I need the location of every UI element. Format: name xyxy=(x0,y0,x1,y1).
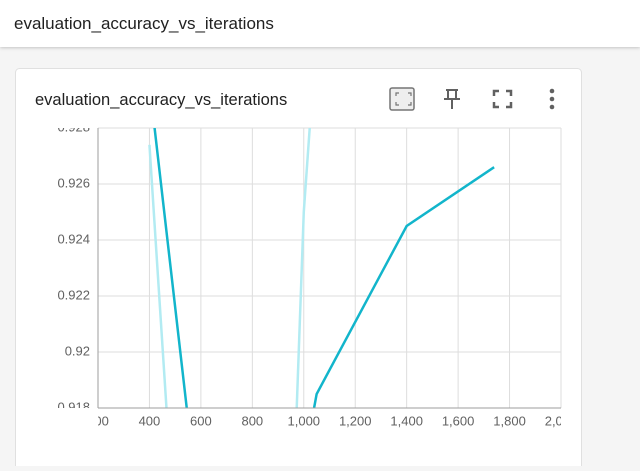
x-tick-label: 1,000 xyxy=(288,413,321,428)
y-tick-label: 0.926 xyxy=(57,175,90,190)
series-line xyxy=(153,128,495,408)
more-button[interactable] xyxy=(549,88,555,110)
x-tick-label: 1,600 xyxy=(442,413,475,428)
x-tick-label: 1,400 xyxy=(390,413,423,428)
x-tick-label: 400 xyxy=(139,413,161,428)
x-axis-labels: 200 400 600 800 1,000 1,200 1,400 1,600 1,800 2,0… xyxy=(87,413,578,428)
fit-domain-button[interactable] xyxy=(389,87,415,111)
pin-button[interactable] xyxy=(444,89,460,109)
y-axis-labels: 0.918 0.92 0.922 0.924 0.926 0.928 xyxy=(57,119,90,414)
y-tick-label: 0.924 xyxy=(57,231,90,246)
header-title: evaluation_accuracy_vs_iterations xyxy=(14,14,274,33)
x-tick-label: 1,200 xyxy=(339,413,372,428)
series-line xyxy=(148,128,311,408)
y-tick-label: 0.92 xyxy=(65,343,90,358)
card-title: evaluation_accuracy_vs_iterations xyxy=(35,91,287,109)
y-tick-label: 0.918 xyxy=(57,399,90,414)
x-tick-label: 600 xyxy=(190,413,212,428)
x-tick-label: 200 xyxy=(87,413,109,428)
x-tick-label: 800 xyxy=(241,413,263,428)
card xyxy=(15,68,582,471)
fullscreen-button[interactable] xyxy=(492,89,513,109)
y-tick-label: 0.928 xyxy=(57,119,90,134)
x-tick-label: 2,000 xyxy=(545,413,578,428)
header-bar xyxy=(0,0,640,47)
x-tick-label: 1,800 xyxy=(493,413,526,428)
grid xyxy=(97,127,562,409)
plot xyxy=(148,128,495,408)
y-tick-label: 0.922 xyxy=(57,287,90,302)
